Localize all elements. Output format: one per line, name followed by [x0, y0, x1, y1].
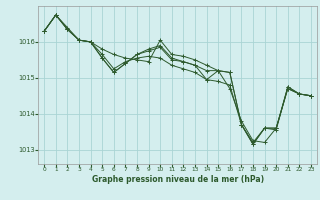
X-axis label: Graphe pression niveau de la mer (hPa): Graphe pression niveau de la mer (hPa) [92, 175, 264, 184]
